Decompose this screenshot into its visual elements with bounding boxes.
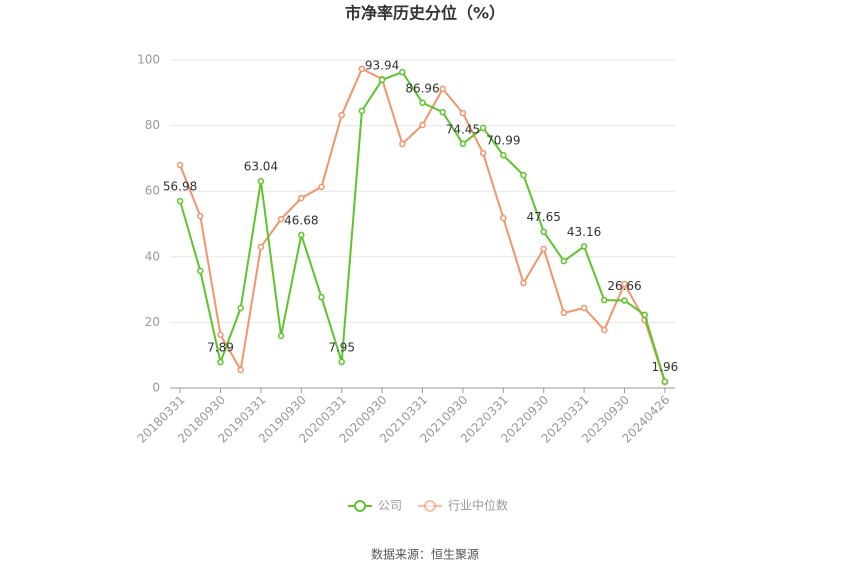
point	[378, 76, 386, 84]
y-tick-label: 80	[145, 118, 160, 132]
point	[560, 309, 568, 317]
value-label: 93.94	[365, 58, 399, 72]
point	[298, 194, 305, 202]
y-tick-label: 60	[145, 184, 160, 198]
point	[217, 331, 224, 339]
point	[419, 99, 426, 107]
point	[661, 378, 669, 385]
point	[237, 366, 244, 374]
point	[580, 243, 588, 250]
point	[520, 171, 527, 179]
chart-title: 市净率历史分位（%）	[345, 4, 505, 23]
point	[358, 107, 366, 115]
point	[257, 177, 265, 185]
value-label: 86.96	[405, 81, 439, 95]
point	[439, 85, 446, 93]
point	[540, 228, 547, 235]
point	[580, 304, 588, 312]
y-tick-label: 40	[145, 249, 160, 263]
point	[520, 279, 527, 287]
point	[641, 311, 648, 319]
point	[479, 149, 487, 157]
point	[338, 111, 345, 119]
value-label: 7.95	[328, 340, 355, 354]
point	[479, 124, 487, 132]
legend-marker	[424, 500, 436, 512]
value-label: 46.68	[284, 213, 318, 227]
point	[560, 257, 568, 265]
value-label: 7.89	[207, 341, 234, 355]
legend-label: 行业中位数	[448, 498, 508, 513]
point	[540, 245, 547, 253]
y-tick-label: 0	[152, 381, 160, 395]
point	[176, 197, 184, 205]
point	[257, 243, 265, 251]
point	[197, 267, 204, 275]
point	[399, 68, 406, 76]
value-label: 43.16	[567, 225, 601, 239]
point	[601, 326, 608, 334]
point	[358, 65, 366, 73]
point	[500, 151, 507, 159]
value-label: 56.98	[163, 180, 197, 194]
value-label: 74.45	[446, 122, 480, 136]
source: 数据来源：恒生聚源	[371, 547, 479, 562]
point	[459, 109, 467, 117]
point	[298, 231, 305, 239]
point	[277, 215, 285, 223]
point	[500, 214, 507, 222]
point	[459, 140, 467, 148]
value-label: 1.96	[652, 360, 679, 374]
legend-label: 公司	[378, 499, 402, 513]
y-tick-label: 100	[137, 53, 160, 67]
point	[601, 296, 608, 304]
point	[439, 108, 446, 116]
point	[419, 121, 426, 129]
point	[277, 332, 285, 340]
point	[621, 280, 628, 288]
point	[338, 358, 345, 366]
point	[318, 183, 325, 191]
value-label: 26.66	[607, 279, 641, 293]
value-label: 47.65	[527, 210, 561, 224]
point	[237, 304, 244, 312]
value-label: 70.99	[486, 134, 520, 148]
point	[318, 293, 325, 301]
value-label: 63.04	[244, 160, 278, 174]
legend-marker	[354, 500, 366, 512]
point	[399, 140, 406, 148]
point	[197, 212, 204, 220]
point	[621, 297, 628, 304]
point	[176, 161, 184, 169]
point	[217, 358, 224, 366]
y-tick-label: 20	[145, 315, 160, 329]
